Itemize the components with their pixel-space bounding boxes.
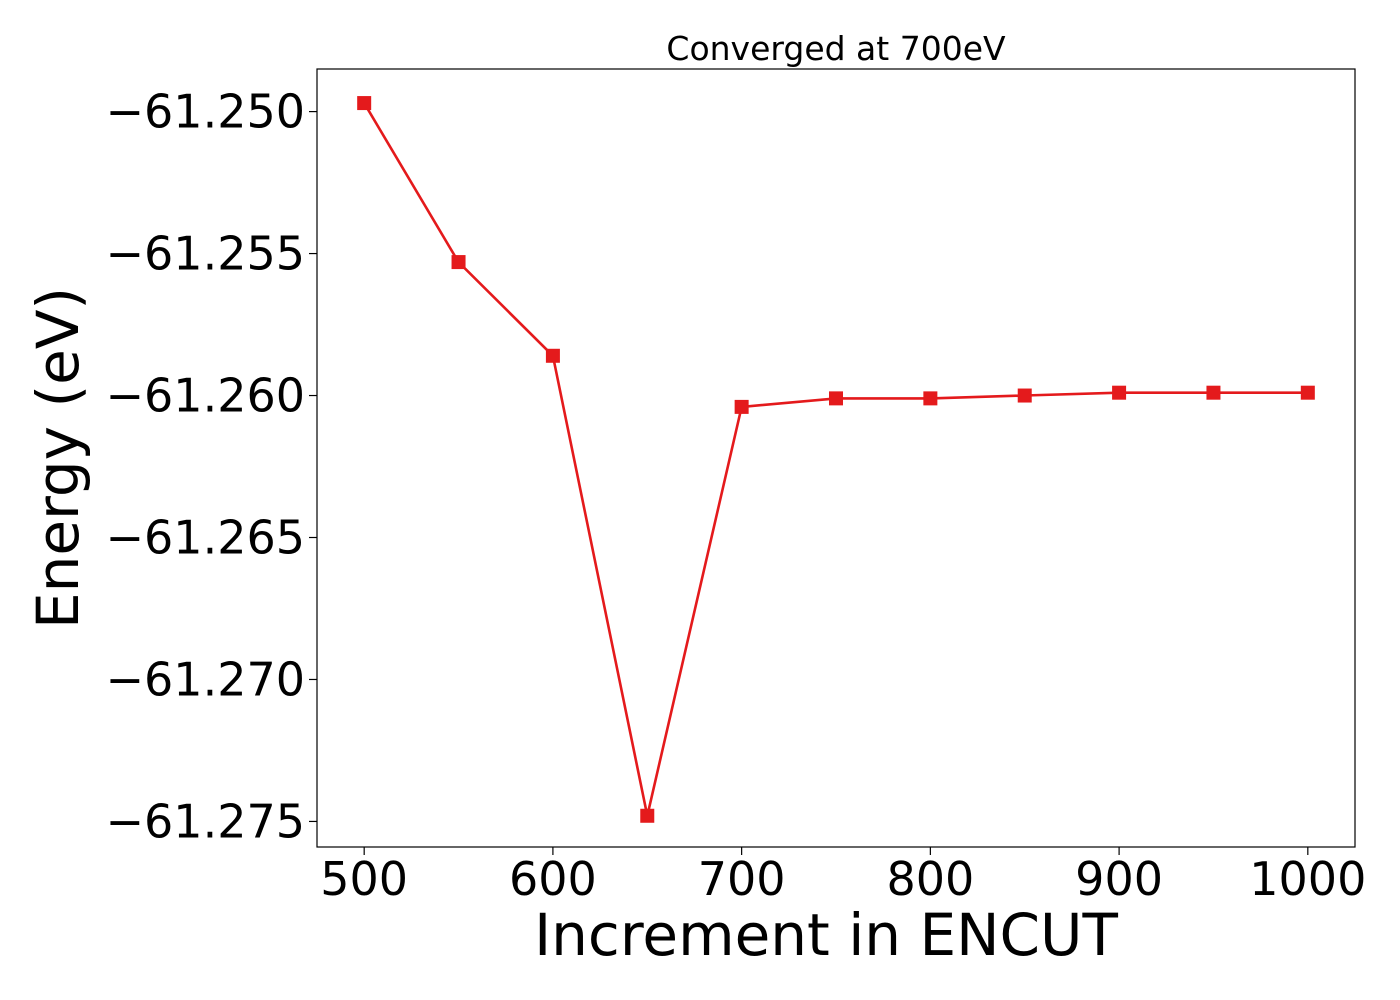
x-tick-label: 500 <box>320 852 408 906</box>
x-tick-label: 800 <box>886 852 974 906</box>
data-point <box>923 391 938 406</box>
data-point <box>545 348 560 363</box>
x-tick-label: 1000 <box>1249 852 1366 906</box>
x-axis-label: Increment in ENCUT <box>534 901 1118 969</box>
plot-area <box>357 96 1315 823</box>
y-tick-label: −61.275 <box>106 794 306 848</box>
y-tick-label: −61.265 <box>106 511 306 565</box>
plot-frame <box>316 68 1356 848</box>
data-point <box>1017 388 1032 403</box>
x-tick-label: 900 <box>1075 852 1163 906</box>
y-tick-label: −61.250 <box>106 85 306 139</box>
y-tick-label: −61.260 <box>106 369 306 423</box>
chart-title: Converged at 700eV <box>666 29 1006 68</box>
x-tick-label: 600 <box>509 852 597 906</box>
x-tick-label: 700 <box>698 852 786 906</box>
series-line <box>363 102 1308 817</box>
data-point <box>640 808 655 823</box>
y-axis-label: Energy (eV) <box>24 287 92 629</box>
x-axis-ticks: 500 600 700 800 900 1000 <box>320 847 1366 906</box>
y-tick-label: −61.255 <box>106 227 306 281</box>
data-point <box>1300 385 1315 400</box>
data-point <box>734 399 749 414</box>
data-point <box>451 255 466 270</box>
data-point <box>829 391 843 406</box>
data-point <box>1206 385 1221 400</box>
y-axis-ticks: −61.250 −61.255 −61.260 −61.265 −61.270 −61.2… <box>106 85 317 848</box>
y-tick-label: −61.270 <box>106 652 306 706</box>
data-point <box>1112 385 1127 400</box>
data-point <box>357 96 372 111</box>
